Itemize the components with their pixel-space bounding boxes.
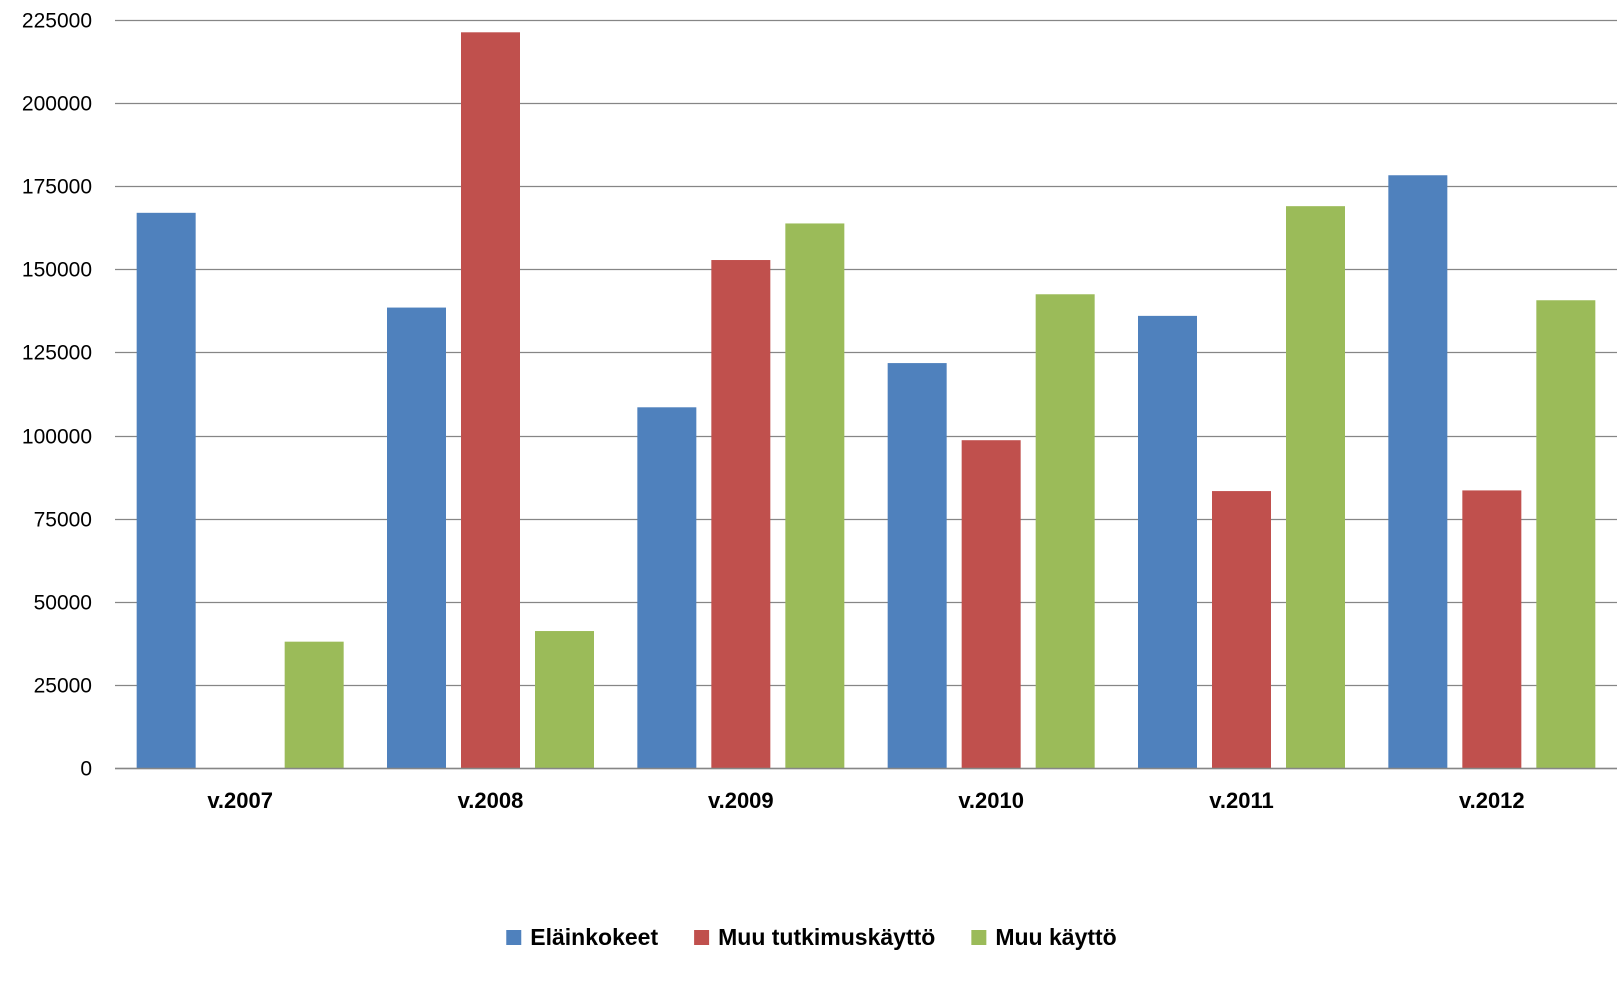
y-tick-label: 0 [80, 758, 92, 781]
y-tick-label: 25000 [34, 675, 92, 698]
bar [136, 212, 196, 769]
bar [535, 631, 594, 768]
bar [1138, 315, 1197, 768]
x-tick-label: v.2008 [458, 788, 524, 813]
bar [887, 363, 947, 768]
y-tick-label: 200000 [22, 93, 92, 116]
y-tick-label: 175000 [22, 176, 92, 199]
x-tick-label: v.2009 [708, 788, 774, 813]
y-tick-label: 125000 [22, 342, 92, 365]
bar [1462, 490, 1522, 768]
bar [1388, 175, 1448, 768]
legend-swatch [971, 930, 987, 945]
bar [1212, 491, 1271, 768]
bar [387, 307, 446, 768]
y-tick-label: 50000 [34, 592, 92, 615]
y-tick-label: 150000 [22, 259, 92, 282]
x-tick-label: v.2011 [1209, 788, 1273, 813]
x-tick-label: v.2010 [958, 788, 1024, 813]
x-tick-label: v.2012 [1459, 788, 1525, 813]
bar [1286, 206, 1345, 768]
bar [461, 32, 520, 769]
legend-label: Muu tutkimuskäyttö [718, 924, 935, 950]
bar [1536, 300, 1596, 768]
bar [785, 223, 845, 768]
x-tick-label: v.2007 [207, 788, 273, 813]
legend-label: Eläinkokeet [530, 924, 658, 950]
legend-label: Muu käyttö [995, 924, 1116, 950]
bar [284, 641, 344, 768]
bar [637, 407, 697, 768]
y-tick-label: 225000 [22, 10, 92, 33]
bar [961, 440, 1021, 768]
bar [1035, 294, 1095, 768]
legend-swatch [694, 930, 710, 945]
y-tick-label: 75000 [34, 509, 92, 532]
bar [711, 260, 771, 768]
legend-swatch [506, 930, 522, 945]
y-tick-label: 100000 [22, 426, 92, 449]
